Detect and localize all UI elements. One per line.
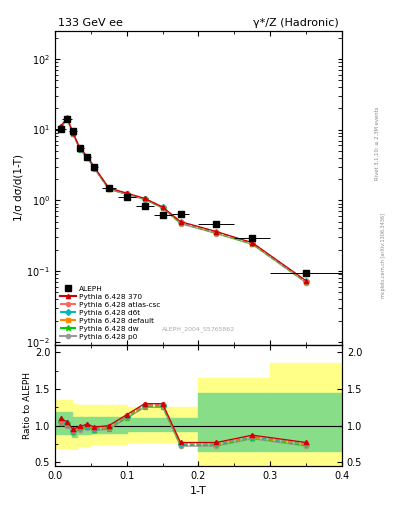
Legend: ALEPH, Pythia 6.428 370, Pythia 6.428 atlas-csc, Pythia 6.428 d6t, Pythia 6.428 : ALEPH, Pythia 6.428 370, Pythia 6.428 at… xyxy=(59,284,162,342)
Text: Rivet 3.1.10; ≥ 2.3M events: Rivet 3.1.10; ≥ 2.3M events xyxy=(375,106,380,180)
X-axis label: 1-T: 1-T xyxy=(190,486,207,496)
Y-axis label: 1/σ dσ/d(1-T): 1/σ dσ/d(1-T) xyxy=(13,155,24,221)
Y-axis label: Ratio to ALEPH: Ratio to ALEPH xyxy=(23,372,32,439)
Text: γ*/Z (Hadronic): γ*/Z (Hadronic) xyxy=(253,17,339,28)
Text: ALEPH_2004_S5765862: ALEPH_2004_S5765862 xyxy=(162,327,235,332)
Text: mcplots.cern.ch [arXiv:1306.3436]: mcplots.cern.ch [arXiv:1306.3436] xyxy=(381,214,386,298)
Text: 133 GeV ee: 133 GeV ee xyxy=(58,17,123,28)
